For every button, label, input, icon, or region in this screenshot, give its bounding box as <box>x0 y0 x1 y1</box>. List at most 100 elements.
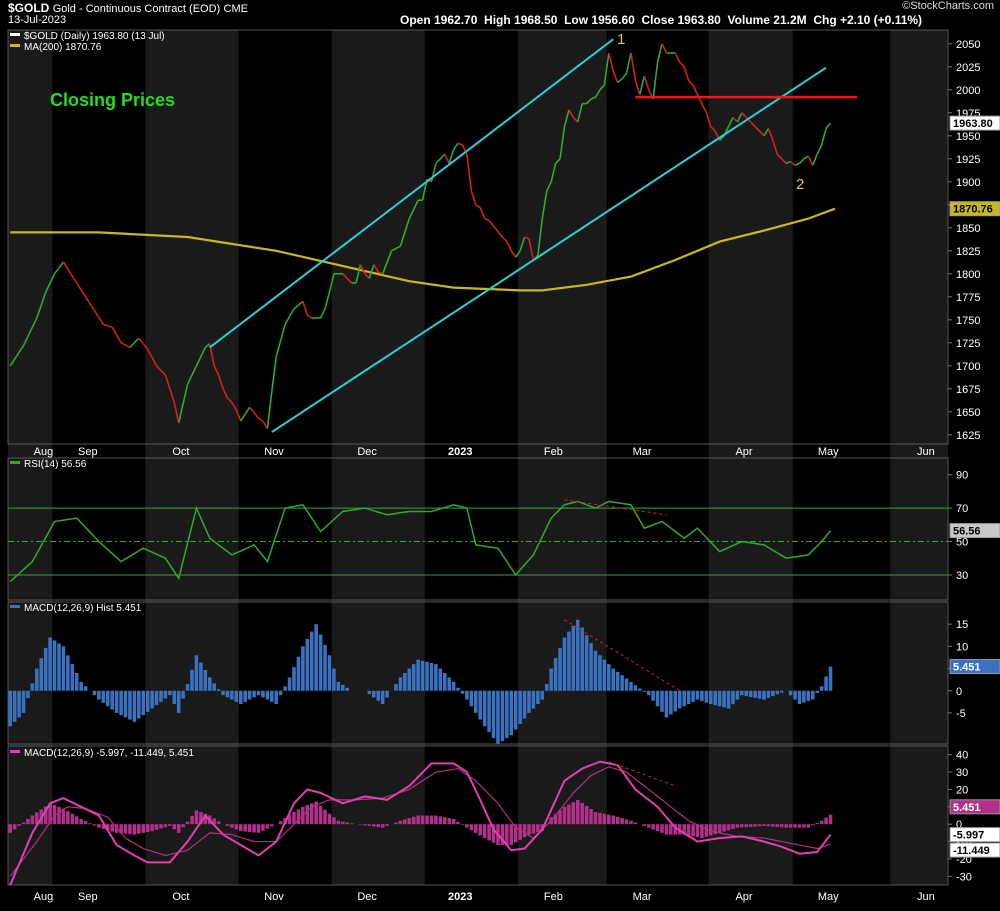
y-tick-label: 40 <box>956 750 968 762</box>
price-segment <box>244 406 251 415</box>
price-segment <box>297 300 304 306</box>
macd-hist-bar <box>8 824 12 833</box>
price-segment <box>13 351 20 360</box>
macd-hist-bar <box>624 819 629 825</box>
price-segment <box>576 103 583 123</box>
price-segment <box>324 291 331 309</box>
y-tick-label: 1925 <box>956 154 980 166</box>
macd-hist-bar <box>176 824 181 833</box>
price-segment <box>49 273 56 284</box>
legend-price-swatch <box>10 33 20 36</box>
macd-hist-bar <box>305 805 310 825</box>
hist-bar <box>376 690 381 701</box>
price-segment <box>763 128 770 137</box>
hist-bar <box>132 690 137 722</box>
hist-bar <box>407 668 412 691</box>
price-segment <box>767 128 774 141</box>
hist-bar <box>301 646 305 691</box>
hist-bar <box>43 647 48 691</box>
macd-hist-bar <box>673 824 678 835</box>
x-tick-label: Oct <box>172 891 189 903</box>
macd-hist-bar <box>713 824 717 835</box>
macd-hist-bar <box>287 815 292 825</box>
macd-hist-bar <box>340 821 345 825</box>
hist-bar <box>17 690 21 718</box>
channel-upper-line <box>209 38 614 349</box>
price-segment <box>625 52 632 74</box>
macd-value-tag <box>949 827 1000 843</box>
y-tick-label: 1775 <box>956 292 980 304</box>
hist-bar <box>380 690 385 705</box>
macd-hist-bar <box>584 805 589 825</box>
hist-bar <box>500 690 505 742</box>
hist-bar <box>496 690 500 744</box>
hist-bar <box>505 690 509 739</box>
macd-hist-bar <box>491 824 496 843</box>
macd-hist-bar <box>181 824 185 828</box>
macd-hist-bar <box>247 824 252 833</box>
hist-bar <box>451 681 456 691</box>
hist-bar <box>513 690 518 730</box>
hist-bar <box>669 690 673 715</box>
hist-bar <box>309 631 314 691</box>
hist-bar <box>664 690 669 718</box>
price-segment <box>71 275 78 284</box>
price-segment <box>470 190 477 206</box>
price-segment <box>750 121 756 128</box>
macd-hist-bar <box>509 824 514 846</box>
y-tick-label: -30 <box>956 871 972 883</box>
hist-bar <box>815 690 819 693</box>
price-segment <box>754 126 761 132</box>
macd-hist-bar <box>567 804 571 825</box>
hist-bar <box>30 683 35 691</box>
macd-hist-bar <box>332 817 336 825</box>
price-segment <box>608 52 615 72</box>
x-tick-label: 2023 <box>448 446 472 458</box>
rsi-last-value: 56.56 <box>953 526 981 538</box>
macd-hist-bar <box>336 820 341 825</box>
hist-bar <box>119 690 123 716</box>
hist-bar <box>806 690 811 702</box>
macd-hist-bar <box>163 824 168 828</box>
hist-bar <box>642 690 647 692</box>
hist-bar <box>12 690 17 722</box>
price-segment <box>293 304 299 310</box>
price-segment <box>381 262 388 275</box>
macd-hist-bar <box>407 818 412 825</box>
hist-bar <box>283 686 287 691</box>
price-segment <box>284 316 291 325</box>
price-segment <box>169 388 176 403</box>
price-segment <box>430 163 437 182</box>
hist-bar <box>700 690 704 702</box>
hist-bar <box>207 677 212 691</box>
price-segment <box>488 219 495 227</box>
price-segment <box>475 204 481 209</box>
macd-hist-bar <box>57 806 61 825</box>
price-segment <box>701 103 708 114</box>
x-tick-label: Jun <box>917 446 935 458</box>
price-segment <box>555 158 561 164</box>
price-segment <box>497 230 504 238</box>
hist-bar <box>629 681 633 691</box>
price-segment <box>306 314 313 319</box>
price-segment <box>125 344 131 349</box>
y-tick-label: 0 <box>956 819 962 831</box>
hist-bar <box>598 655 602 691</box>
hist-bar <box>137 690 141 719</box>
macd-hist-bar <box>30 815 35 825</box>
hist-bar <box>469 690 474 707</box>
hist-bar <box>810 690 815 700</box>
macd-hist-bar <box>190 815 194 825</box>
hist-bar <box>695 690 700 700</box>
hist-bar <box>39 658 44 691</box>
macd-hist-bar <box>367 824 372 826</box>
price-segment <box>510 250 517 258</box>
price-segment <box>736 112 743 123</box>
macd-hist-bar <box>199 812 203 825</box>
price-segment <box>262 420 269 429</box>
price-segment <box>76 282 82 291</box>
price-segment <box>630 52 637 81</box>
macd-signal-value: -11.449 <box>953 845 990 857</box>
hist-bar <box>527 690 531 713</box>
hist-bar <box>181 690 185 699</box>
